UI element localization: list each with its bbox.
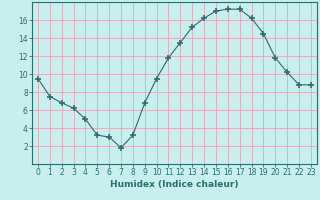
X-axis label: Humidex (Indice chaleur): Humidex (Indice chaleur) bbox=[110, 180, 239, 189]
